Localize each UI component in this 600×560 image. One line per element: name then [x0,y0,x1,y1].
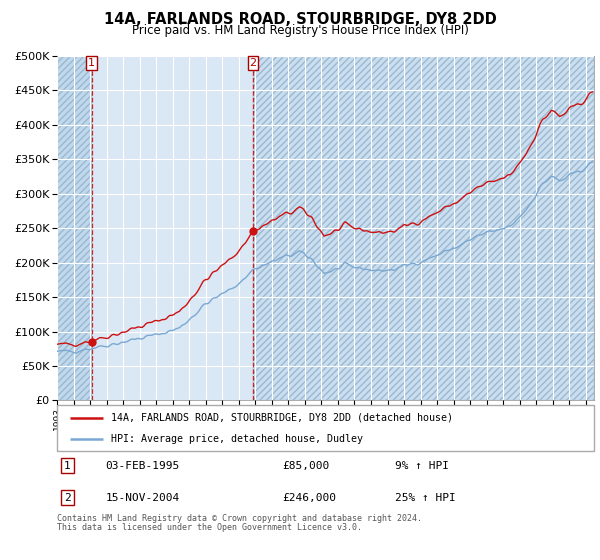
Bar [57,56,92,400]
Text: Price paid vs. HM Land Registry's House Price Index (HPI): Price paid vs. HM Land Registry's House … [131,24,469,36]
Text: 15-NOV-2004: 15-NOV-2004 [106,493,179,502]
Text: 03-FEB-1995: 03-FEB-1995 [106,461,179,471]
Text: 25% ↑ HPI: 25% ↑ HPI [395,493,456,502]
Bar [253,56,594,400]
Text: £85,000: £85,000 [283,461,330,471]
Text: 1: 1 [88,58,95,68]
Text: This data is licensed under the Open Government Licence v3.0.: This data is licensed under the Open Gov… [57,523,362,532]
Text: £246,000: £246,000 [283,493,337,502]
Text: Contains HM Land Registry data © Crown copyright and database right 2024.: Contains HM Land Registry data © Crown c… [57,514,422,523]
Text: HPI: Average price, detached house, Dudley: HPI: Average price, detached house, Dudl… [111,435,362,444]
Text: 2: 2 [64,493,71,502]
Bar [253,56,594,400]
Text: 2: 2 [250,58,257,68]
Text: 9% ↑ HPI: 9% ↑ HPI [395,461,449,471]
Bar [57,56,92,400]
Text: 14A, FARLANDS ROAD, STOURBRIDGE, DY8 2DD: 14A, FARLANDS ROAD, STOURBRIDGE, DY8 2DD [104,12,496,27]
Text: 14A, FARLANDS ROAD, STOURBRIDGE, DY8 2DD (detached house): 14A, FARLANDS ROAD, STOURBRIDGE, DY8 2DD… [111,413,453,423]
Text: 1: 1 [64,461,71,471]
